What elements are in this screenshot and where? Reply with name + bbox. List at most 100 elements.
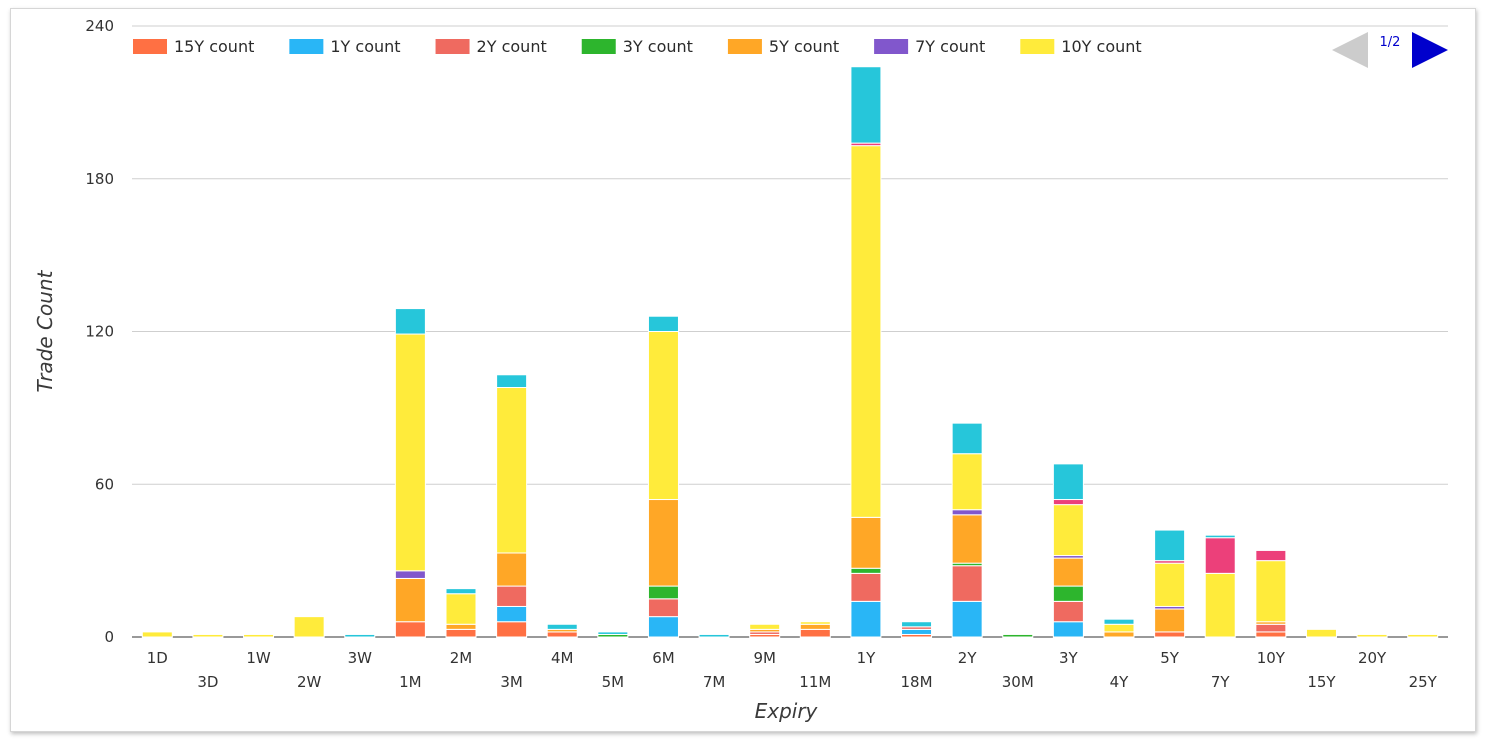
- bar-segment[interactable]: [951, 565, 983, 602]
- bar-segment[interactable]: [850, 66, 882, 144]
- bar-segment[interactable]: [496, 621, 528, 638]
- bar-segment[interactable]: [1407, 633, 1439, 638]
- legend-swatch: [289, 39, 324, 54]
- legend-swatch: [874, 39, 909, 54]
- bar-segment[interactable]: [799, 621, 831, 625]
- bar-segment[interactable]: [647, 315, 679, 333]
- bar-segment[interactable]: [293, 616, 325, 638]
- legend-swatch: [581, 39, 616, 54]
- legend-label: 5Y count: [769, 37, 839, 56]
- bar-segment[interactable]: [445, 628, 477, 638]
- legend-label: 7Y count: [915, 37, 985, 56]
- bar-segment[interactable]: [951, 422, 983, 455]
- x-tick-label: 7M: [703, 673, 726, 691]
- bar-segment[interactable]: [799, 623, 831, 630]
- bar-segment[interactable]: [141, 631, 173, 638]
- x-tick-label: 6M: [652, 649, 675, 667]
- bar-segment[interactable]: [647, 331, 679, 501]
- bar-segment[interactable]: [901, 628, 933, 635]
- legend-swatch: [435, 39, 470, 54]
- x-tick-label: 30M: [1002, 673, 1034, 691]
- bar-segment[interactable]: [1103, 623, 1135, 633]
- bar-segment[interactable]: [394, 333, 426, 572]
- bar-segment[interactable]: [496, 585, 528, 607]
- bar-segment[interactable]: [951, 453, 983, 511]
- x-tick-label: 25Y: [1409, 673, 1438, 691]
- x-tick-label: 2W: [297, 673, 322, 691]
- x-tick-label: 3W: [348, 649, 373, 667]
- previous-page-icon[interactable]: [1332, 32, 1368, 68]
- bar-segment[interactable]: [1052, 504, 1084, 557]
- bar-segment[interactable]: [850, 600, 882, 638]
- bar-segment[interactable]: [496, 605, 528, 623]
- bar-segment[interactable]: [344, 633, 376, 638]
- bar-segment[interactable]: [1052, 463, 1084, 501]
- legend-label: 1Y count: [330, 37, 400, 56]
- bar-segment[interactable]: [394, 577, 426, 623]
- x-tick-label: 18M: [901, 673, 933, 691]
- bar-segment[interactable]: [850, 516, 882, 569]
- bar-segment[interactable]: [1052, 600, 1084, 623]
- bar-segment[interactable]: [1255, 549, 1287, 562]
- bar-segment[interactable]: [496, 387, 528, 554]
- bar-segment[interactable]: [951, 509, 983, 516]
- bar-segment[interactable]: [951, 514, 983, 564]
- bar-segment[interactable]: [1154, 562, 1186, 607]
- bar-segment[interactable]: [1052, 557, 1084, 587]
- bar-segment[interactable]: [951, 600, 983, 638]
- bar-segment[interactable]: [496, 374, 528, 389]
- bar-segment[interactable]: [850, 567, 882, 574]
- bar-segment[interactable]: [445, 593, 477, 625]
- bar-segment[interactable]: [546, 631, 578, 638]
- bar-segment[interactable]: [1103, 618, 1135, 625]
- bar-segment[interactable]: [1305, 628, 1337, 638]
- bar-segment[interactable]: [1204, 572, 1236, 638]
- x-tick-label: 1W: [246, 649, 271, 667]
- bar-segment[interactable]: [243, 633, 275, 638]
- bar-segment[interactable]: [1154, 529, 1186, 562]
- bar-segment[interactable]: [647, 598, 679, 618]
- bar-segment[interactable]: [394, 621, 426, 638]
- bar-segment[interactable]: [1052, 499, 1084, 506]
- bar-segment[interactable]: [1052, 585, 1084, 602]
- bar-segment[interactable]: [445, 588, 477, 595]
- bar-segment[interactable]: [597, 631, 629, 635]
- y-axis-title: Trade Count: [33, 269, 57, 392]
- bar-segment[interactable]: [647, 499, 679, 587]
- bar-segment[interactable]: [901, 621, 933, 628]
- x-tick-label: 1M: [399, 673, 422, 691]
- bar-segment[interactable]: [1154, 608, 1186, 633]
- bar-segment[interactable]: [394, 570, 426, 579]
- bar-segment[interactable]: [749, 623, 781, 630]
- x-tick-label: 4Y: [1110, 673, 1130, 691]
- y-tick-label: 0: [104, 628, 114, 646]
- pager-label: 1/2: [1380, 35, 1401, 50]
- next-page-icon[interactable]: [1412, 32, 1448, 68]
- bar-segment[interactable]: [394, 308, 426, 335]
- bar-segment[interactable]: [1103, 631, 1135, 638]
- bar-segment[interactable]: [1204, 537, 1236, 574]
- bar-segment[interactable]: [1255, 631, 1287, 638]
- x-tick-label: 11M: [799, 673, 831, 691]
- legend-swatch: [727, 39, 762, 54]
- bar-segment[interactable]: [1204, 534, 1236, 539]
- bar-segment[interactable]: [1255, 623, 1287, 633]
- bar-segment[interactable]: [1002, 633, 1034, 638]
- bar-segment[interactable]: [546, 623, 578, 630]
- bar-segment[interactable]: [496, 552, 528, 587]
- bar-segment[interactable]: [445, 623, 477, 630]
- y-tick-label: 60: [95, 475, 114, 493]
- bar-segment[interactable]: [1154, 631, 1186, 638]
- bar-segment[interactable]: [799, 628, 831, 638]
- bar-segment[interactable]: [1255, 560, 1287, 623]
- bar-segment[interactable]: [850, 572, 882, 602]
- bar-segment[interactable]: [647, 585, 679, 600]
- bar-segment[interactable]: [1052, 621, 1084, 638]
- bar-segment[interactable]: [647, 616, 679, 638]
- bar-segment[interactable]: [192, 633, 224, 638]
- x-tick-label: 5Y: [1160, 649, 1180, 667]
- bar-segment[interactable]: [698, 633, 730, 638]
- bar-segment[interactable]: [1356, 633, 1388, 638]
- bar-segment[interactable]: [850, 145, 882, 518]
